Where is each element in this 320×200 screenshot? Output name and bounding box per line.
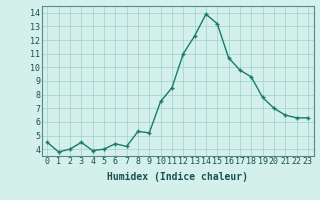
X-axis label: Humidex (Indice chaleur): Humidex (Indice chaleur): [107, 172, 248, 182]
